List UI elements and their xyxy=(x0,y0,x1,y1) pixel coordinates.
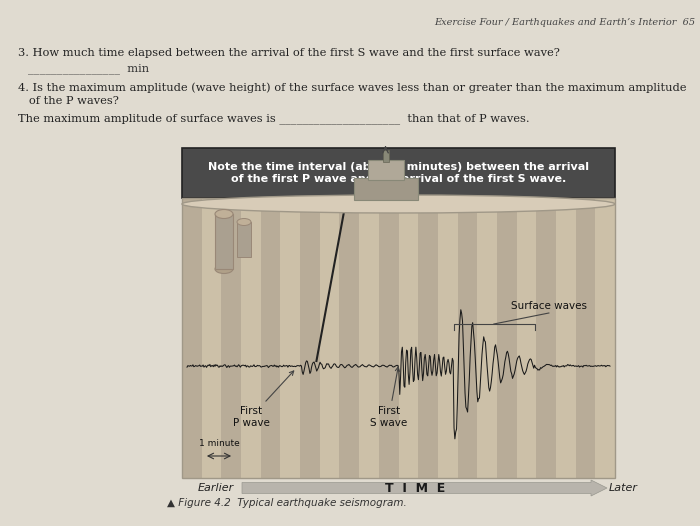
Ellipse shape xyxy=(215,209,233,218)
Ellipse shape xyxy=(215,265,233,274)
Bar xyxy=(202,198,221,478)
Text: ________________  min: ________________ min xyxy=(28,63,149,74)
Text: Exercise Four / Earthquakes and Earth’s Interior  65: Exercise Four / Earthquakes and Earth’s … xyxy=(434,18,695,27)
Bar xyxy=(517,198,536,478)
Ellipse shape xyxy=(237,218,251,226)
Bar xyxy=(368,160,403,180)
Bar xyxy=(300,198,320,478)
Text: Note the time interval (about 5 minutes) between the arrival
of the first P wave: Note the time interval (about 5 minutes)… xyxy=(208,162,589,184)
Bar xyxy=(237,222,251,257)
Bar xyxy=(398,198,418,478)
Bar xyxy=(379,198,398,478)
Bar xyxy=(182,198,615,478)
Text: ▲ Figure 4.2  Typical earthquake seismogram.: ▲ Figure 4.2 Typical earthquake seismogr… xyxy=(167,498,407,508)
Text: First
P wave: First P wave xyxy=(233,371,294,428)
Bar xyxy=(359,198,379,478)
Text: 1 minute: 1 minute xyxy=(199,439,239,448)
FancyArrow shape xyxy=(242,480,607,496)
Bar xyxy=(221,198,241,478)
Bar xyxy=(340,198,359,478)
Bar xyxy=(458,198,477,478)
Bar xyxy=(182,198,615,478)
Bar xyxy=(320,198,340,478)
Bar xyxy=(438,198,458,478)
Ellipse shape xyxy=(182,195,615,213)
Text: First
S wave: First S wave xyxy=(370,367,407,428)
Text: of the P waves?: of the P waves? xyxy=(18,96,119,106)
Text: Later: Later xyxy=(609,483,638,493)
Bar xyxy=(575,198,595,478)
Bar xyxy=(182,148,615,198)
Bar xyxy=(260,198,281,478)
Bar xyxy=(182,198,202,478)
Text: The maximum amplitude of surface waves is _____________________  than that of P : The maximum amplitude of surface waves i… xyxy=(18,113,530,124)
Bar xyxy=(354,178,417,200)
Bar xyxy=(281,198,300,478)
Bar xyxy=(595,198,615,478)
Bar xyxy=(382,150,389,162)
Text: 3. How much time elapsed between the arrival of the first S wave and the first s: 3. How much time elapsed between the arr… xyxy=(18,48,560,58)
Bar xyxy=(497,198,517,478)
Bar xyxy=(418,198,438,478)
Bar xyxy=(215,214,233,269)
Bar xyxy=(477,198,497,478)
Text: Surface waves: Surface waves xyxy=(511,301,587,311)
Bar xyxy=(556,198,575,478)
Text: T  I  M  E: T I M E xyxy=(386,481,446,494)
Bar xyxy=(241,198,260,478)
Bar xyxy=(536,198,556,478)
Text: 4. Is the maximum amplitude (wave height) of the surface waves less than or grea: 4. Is the maximum amplitude (wave height… xyxy=(18,82,687,93)
Text: Earlier: Earlier xyxy=(197,483,234,493)
